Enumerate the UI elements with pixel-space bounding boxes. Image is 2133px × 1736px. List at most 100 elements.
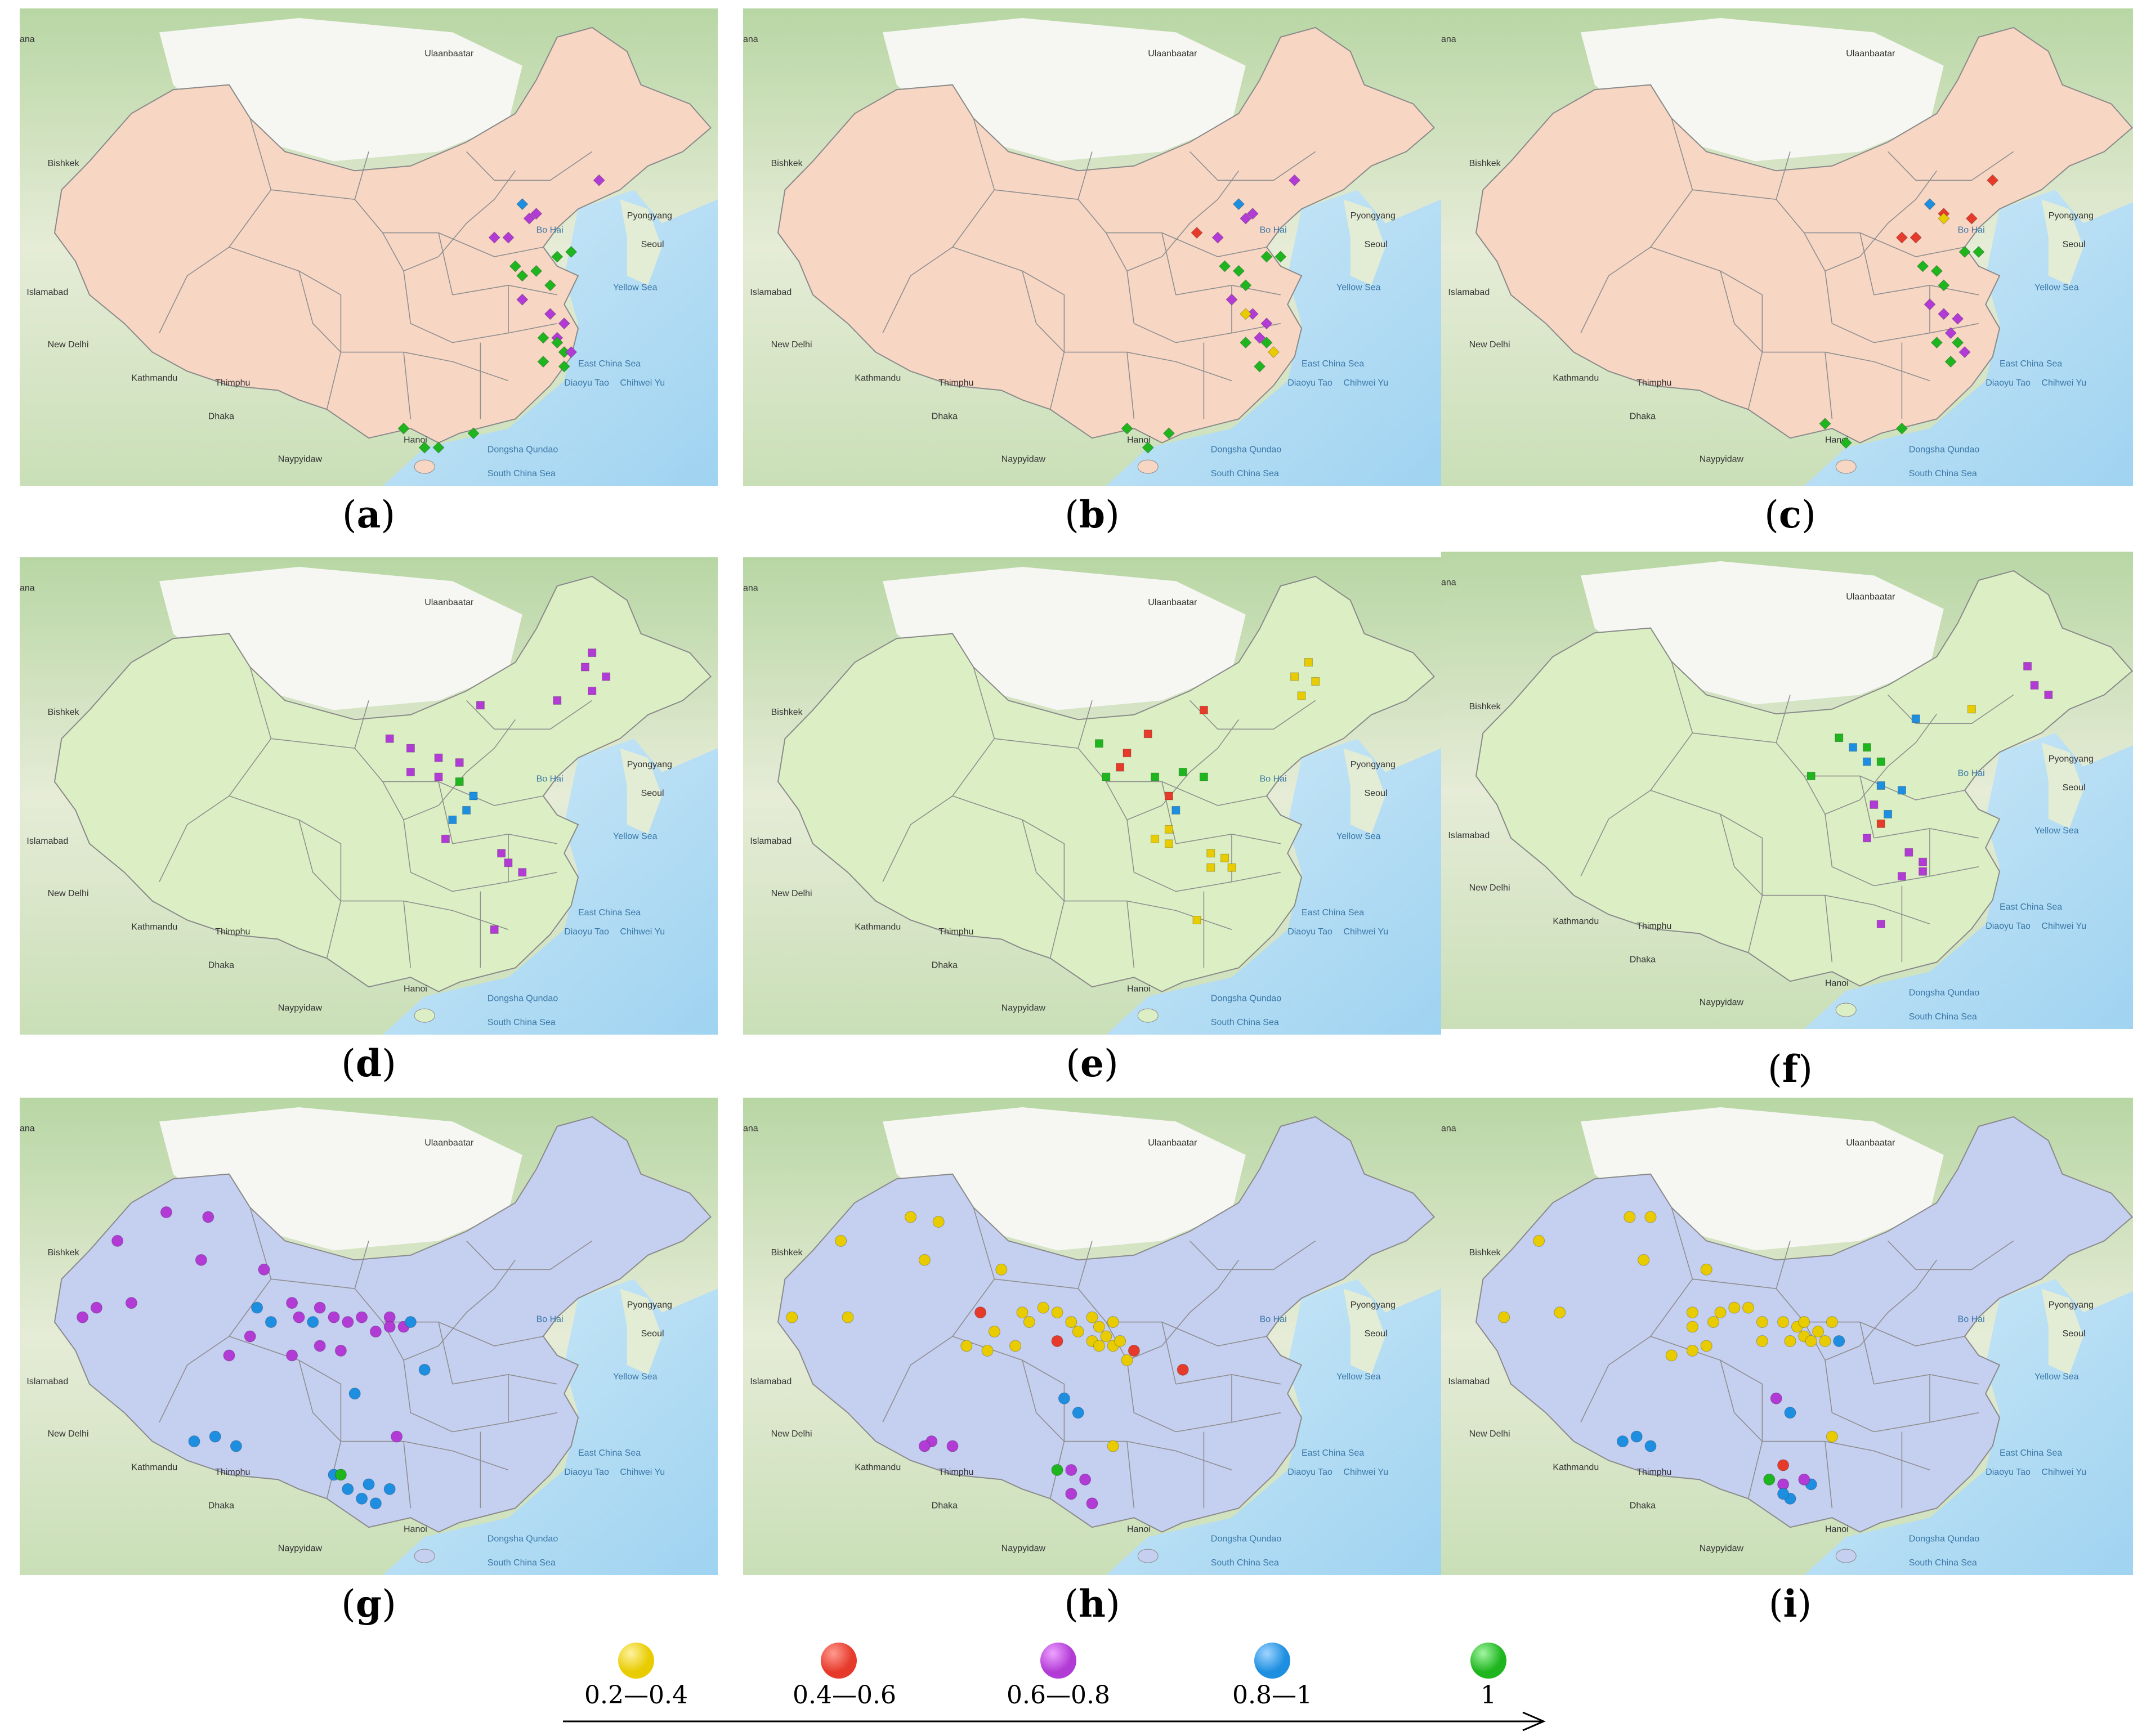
marker-green (1806, 772, 1815, 781)
marker-yellow (1093, 1321, 1105, 1333)
province-border (403, 1259, 516, 1361)
map-label: Bishkek (771, 159, 803, 168)
marker-yellow (995, 1263, 1008, 1276)
marker-purple (1919, 857, 1928, 866)
hainan-island (414, 459, 435, 474)
map-label: Dhaka (208, 960, 234, 970)
marker-purple (383, 1321, 396, 1333)
map-svg-a: Ulaanbaatar Bishkek Islamabad New Delhi Kath… (20, 8, 718, 486)
legend-label-4: 0.8—1 (1232, 1681, 1312, 1710)
marker-green (558, 360, 570, 373)
province-border (298, 271, 341, 353)
panel-caption-letter: e (1080, 1041, 1104, 1085)
marker-yellow (1707, 1316, 1720, 1328)
province-border (403, 901, 412, 968)
marker-red (1986, 174, 1999, 186)
map-label: Islamabad (26, 836, 68, 846)
map-label: ana (20, 583, 35, 593)
map-label: Thimphu (1636, 378, 1671, 388)
map-label: New Delhi (1469, 340, 1510, 350)
map-label: Bo Hai (536, 1315, 564, 1325)
marker-green (334, 1469, 347, 1481)
province-border (354, 700, 369, 749)
marker-purple (441, 834, 450, 843)
map-label: Dhaka (1630, 411, 1656, 421)
province-border (271, 189, 404, 271)
map-label: New Delhi (48, 1429, 89, 1439)
marker-yellow (1938, 212, 1950, 225)
legend-dot-yellow (618, 1643, 654, 1679)
marker-yellow (1714, 1307, 1727, 1319)
marker-purple (504, 858, 513, 867)
province-border (1126, 719, 1240, 821)
province-border (466, 1240, 593, 1270)
marker-blue (356, 1492, 368, 1505)
marker-purple (565, 346, 578, 359)
marker-yellow (1065, 1316, 1077, 1328)
marker-purple (434, 772, 443, 781)
marker-yellow (1826, 1316, 1838, 1328)
province-border (1825, 1441, 1833, 1509)
marker-green (1876, 757, 1885, 766)
province-border (271, 1278, 404, 1361)
map-label: Chihwei Yu (2041, 1467, 2086, 1477)
marker-yellow (1009, 1340, 1022, 1352)
marker-red (1876, 819, 1885, 828)
province-border (1859, 1322, 1875, 1384)
panel-caption-d: (d) (341, 1041, 396, 1085)
marker-green (1162, 427, 1175, 440)
basemap-korea (620, 1288, 662, 1375)
province-border (1776, 151, 1791, 200)
marker-green (1121, 422, 1133, 435)
marker-purple (244, 1330, 256, 1343)
province-border (1888, 151, 2014, 181)
panel-caption-b: (b) (1065, 493, 1120, 536)
marker-yellow (1686, 1344, 1698, 1357)
marker-green (1253, 360, 1266, 373)
marker-blue (469, 791, 478, 800)
map-label: Ulaanbaatar (1846, 592, 1895, 602)
marker-purple (497, 849, 506, 858)
map-label: South China Sea (1211, 1018, 1279, 1027)
province-border (1161, 232, 1177, 295)
map-label: Hanoi (1127, 436, 1151, 445)
marker-yellow (1023, 1316, 1035, 1328)
map-label: Ulaanbaatar (1148, 49, 1197, 59)
province-border (382, 232, 544, 257)
marker-yellow (1206, 863, 1215, 872)
marker-purple (328, 1311, 340, 1323)
map-label: Kathmandu (131, 1462, 177, 1472)
basemap-korea (1343, 1288, 1385, 1375)
marker-purple (334, 1344, 347, 1357)
marker-blue (369, 1497, 382, 1510)
map-label: Naypyidaw (278, 455, 323, 464)
marker-red (1143, 730, 1152, 739)
province-border (1126, 170, 1240, 272)
map-panel-c: Ulaanbaatar Bishkek Islamabad New Delhi Kath… (1441, 8, 2133, 486)
marker-blue (307, 1316, 319, 1328)
marker-yellow (1756, 1335, 1768, 1347)
basemap-korea (1343, 748, 1385, 834)
marker-red (1051, 1335, 1063, 1347)
map-label: Hanoi (404, 436, 427, 445)
map-label: Yellow Sea (613, 1372, 658, 1381)
marker-blue (1862, 757, 1871, 766)
map-label: Naypyidaw (1700, 998, 1744, 1008)
marker-green (544, 279, 557, 292)
panel-caption-i: (i) (1768, 1582, 1812, 1626)
map-label: Hanoi (1127, 1525, 1151, 1534)
province-border (1859, 776, 1875, 838)
map-label: Kathmandu (855, 373, 901, 383)
marker-purple (476, 701, 485, 710)
map-label: Bishkek (771, 1248, 803, 1258)
map-label: Chihwei Yu (1343, 1467, 1388, 1477)
marker-yellow (905, 1211, 917, 1223)
marker-green (1840, 437, 1852, 449)
marker-yellow (1812, 1326, 1825, 1338)
marker-purple (1958, 346, 1971, 359)
province-border (466, 700, 593, 730)
basemap-korea (2041, 1288, 2083, 1375)
hainan-island (1835, 459, 1857, 474)
marker-green (432, 441, 445, 454)
marker-green (537, 355, 549, 368)
